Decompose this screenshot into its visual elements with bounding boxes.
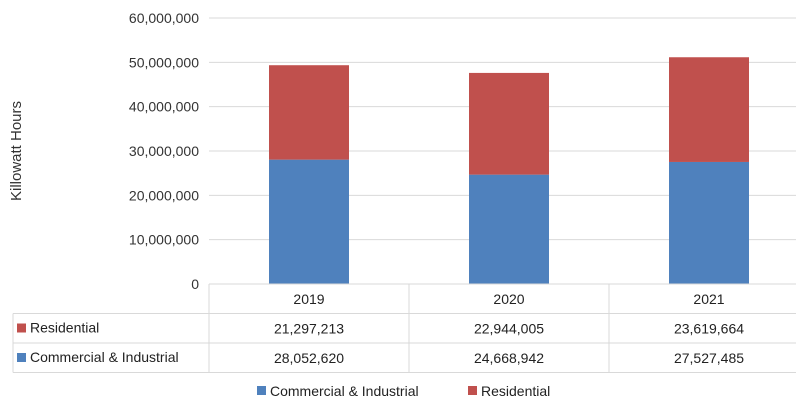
table-row-label: Commercial & Industrial <box>30 349 179 365</box>
bar-commercial-industrial <box>269 159 349 284</box>
x-tick-label: 2021 <box>693 291 724 307</box>
table-cell-value: 24,668,942 <box>474 350 544 366</box>
y-axis-title: Killowatt Hours <box>8 101 25 201</box>
table-row-label: Residential <box>30 320 99 336</box>
table-cell-value: 28,052,620 <box>274 350 344 366</box>
table-cell-value: 27,527,485 <box>674 350 744 366</box>
bar-residential <box>269 65 349 160</box>
bar-commercial-industrial <box>469 174 549 284</box>
x-tick-label: 2019 <box>293 291 324 307</box>
table-cell-value: 22,944,005 <box>474 321 544 337</box>
y-tick-label: 20,000,000 <box>129 187 199 203</box>
bar-residential <box>469 72 549 175</box>
legend-key <box>257 386 266 395</box>
y-tick-label: 30,000,000 <box>129 143 199 159</box>
table-cell-value: 23,619,664 <box>674 321 744 337</box>
bar-commercial-industrial <box>669 161 749 284</box>
legend-label: Commercial & Industrial <box>270 383 419 399</box>
legend-label: Residential <box>481 383 550 399</box>
table-legend-key <box>17 353 26 362</box>
legend-key <box>468 386 477 395</box>
bar-residential <box>669 57 749 162</box>
y-tick-label: 60,000,000 <box>129 10 199 26</box>
y-tick-label: 10,000,000 <box>129 232 199 248</box>
x-tick-label: 2020 <box>493 291 524 307</box>
y-tick-label: 50,000,000 <box>129 54 199 70</box>
table-cell-value: 21,297,213 <box>274 321 344 337</box>
y-tick-label: 0 <box>191 276 199 292</box>
table-legend-key <box>17 323 26 333</box>
y-tick-label: 40,000,000 <box>129 99 199 115</box>
